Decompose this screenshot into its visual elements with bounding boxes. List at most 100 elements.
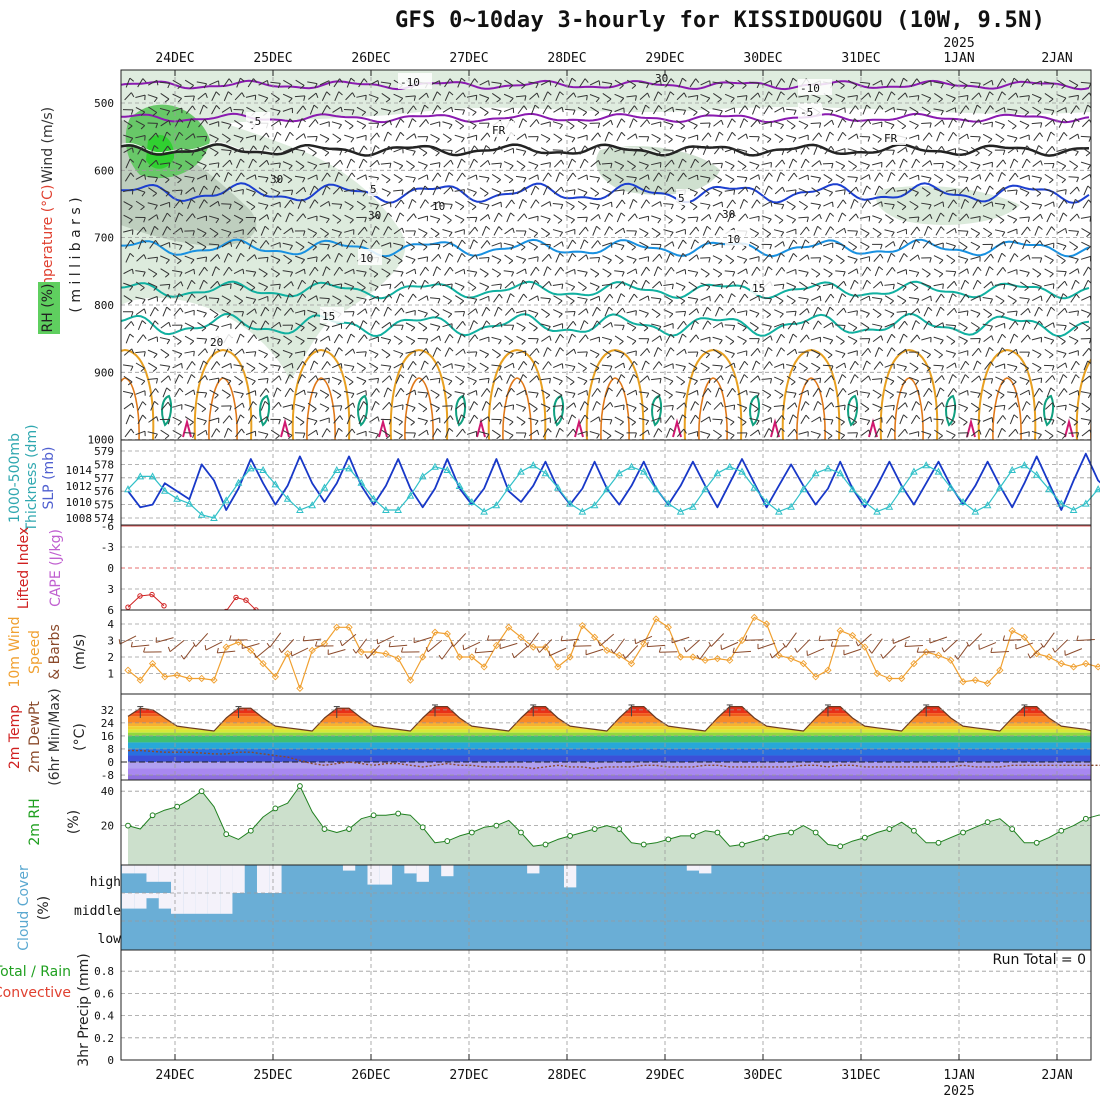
wind10m-barb (671, 636, 690, 644)
wind-barb-flag (414, 268, 417, 275)
wind10m-barb (513, 645, 529, 659)
wind-barb-flag (754, 152, 759, 157)
wind-barb-flag (205, 256, 208, 263)
wind10m-barb (871, 638, 883, 654)
upper-wind-barb (1081, 429, 1091, 437)
upper-wind-barb (886, 428, 892, 438)
upper-wind-barb (430, 133, 440, 140)
wind-barb-flag (635, 133, 638, 139)
wind-barb-flag (572, 366, 576, 372)
upper-wind-barb (1044, 173, 1054, 181)
wind-barb-flag (1036, 273, 1042, 278)
upper-wind-barb (763, 361, 770, 370)
wind-barb-flag (916, 298, 920, 304)
wind-barb-flag (829, 339, 834, 345)
wind-barb-flag (976, 185, 982, 190)
wind-barb-flag (745, 268, 748, 274)
wind-barb-flag (1050, 306, 1056, 311)
wind-barb-flag (634, 186, 638, 192)
wind-barb-flag (990, 378, 994, 384)
wind-barb-flag (437, 105, 442, 110)
upper-wind-barb (135, 390, 146, 395)
wind-barb-flag (339, 405, 343, 411)
wind-barb-flag (1075, 151, 1079, 156)
wind-barb-flag (892, 186, 896, 192)
upper-wind-barb (1019, 376, 1030, 382)
wind-barb-flag (978, 92, 982, 98)
wind-barb-flag (339, 159, 344, 165)
wind-barb-flag (328, 201, 331, 207)
wind-barb-flag (473, 158, 478, 163)
wind-barb-flag (1001, 427, 1006, 432)
upper-wind-barb (333, 78, 340, 88)
wind-barb-flag (203, 312, 207, 318)
wind-barb-flag (964, 407, 969, 412)
wind-barb-flag (585, 226, 589, 232)
wind-barb-flag (866, 164, 870, 170)
wind-barb-flag (226, 219, 231, 224)
wind-barb-flag (766, 233, 772, 238)
upper-wind-barb (874, 105, 881, 115)
upper-wind-barb (884, 309, 895, 315)
wind-barb-flag (631, 421, 636, 426)
upper-wind-barb (187, 199, 192, 209)
wind-barb-flag (399, 212, 405, 217)
upper-wind-barb (124, 428, 132, 438)
wind-barb-flag (681, 286, 686, 291)
upper-wind-barb (186, 374, 192, 384)
upper-wind-barb (270, 242, 281, 247)
upper-wind-barb (160, 268, 170, 275)
upper-wind-barb (332, 133, 342, 140)
wind-barb-flag (512, 363, 515, 369)
wind-barb-flag (546, 218, 551, 224)
wind-barb-flag (389, 120, 392, 126)
upper-wind-barb (553, 241, 563, 248)
upper-wind-barb (408, 199, 413, 209)
wind-barb-flag (610, 322, 613, 328)
wind-barb-flag (398, 421, 403, 426)
wind-barb-flag (302, 177, 306, 183)
wind-barb-flag (990, 253, 994, 259)
upper-wind-barb (897, 119, 907, 127)
thickness-tick-label: 578 (94, 458, 114, 471)
upper-wind-barb (847, 389, 858, 396)
upper-wind-barb (209, 417, 219, 422)
top-date-label: 26DEC (351, 51, 390, 66)
wind-barb-flag (287, 84, 293, 90)
upper-wind-barb (1021, 145, 1028, 155)
upper-wind-barb (578, 254, 587, 262)
upper-wind-barb (788, 77, 794, 88)
upper-wind-barb (933, 81, 944, 85)
wind-barb-flag (129, 77, 135, 82)
wind-barb-flag (461, 252, 466, 258)
wind-barb-flag (597, 388, 601, 393)
wind-barb-flag (180, 190, 183, 196)
wind-barb-flag (352, 648, 357, 654)
upper-wind-barb (945, 93, 956, 99)
wind-barb-flag (177, 179, 182, 184)
wind10m-barb (1003, 639, 1022, 641)
cloud-high-gap (527, 865, 540, 874)
wind-barb-flag (447, 300, 452, 305)
upper-wind-barb (971, 92, 980, 101)
upper-wind-barb (319, 200, 330, 208)
upper-wind-barb (641, 185, 647, 196)
wind-barb-flag (866, 185, 871, 190)
upper-wind-barb (282, 147, 293, 153)
upper-wind-barb (332, 159, 341, 168)
upper-wind-barb (714, 226, 721, 236)
wind-barb-flag (745, 186, 749, 192)
wind-barb-flag (608, 212, 614, 217)
upper-wind-barb (420, 360, 426, 371)
rh2m-marker (837, 843, 844, 850)
upper-wind-barb (172, 270, 183, 273)
wind-barb-flag (313, 279, 319, 284)
upper-wind-barb (614, 93, 624, 99)
upper-wind-barb (309, 266, 316, 276)
wind-barb-flag (1003, 241, 1006, 247)
wind-barb-flag (989, 105, 994, 110)
wind-barb-flag (143, 647, 146, 653)
upper-wind-barb (614, 254, 624, 262)
upper-wind-barb (626, 310, 637, 314)
